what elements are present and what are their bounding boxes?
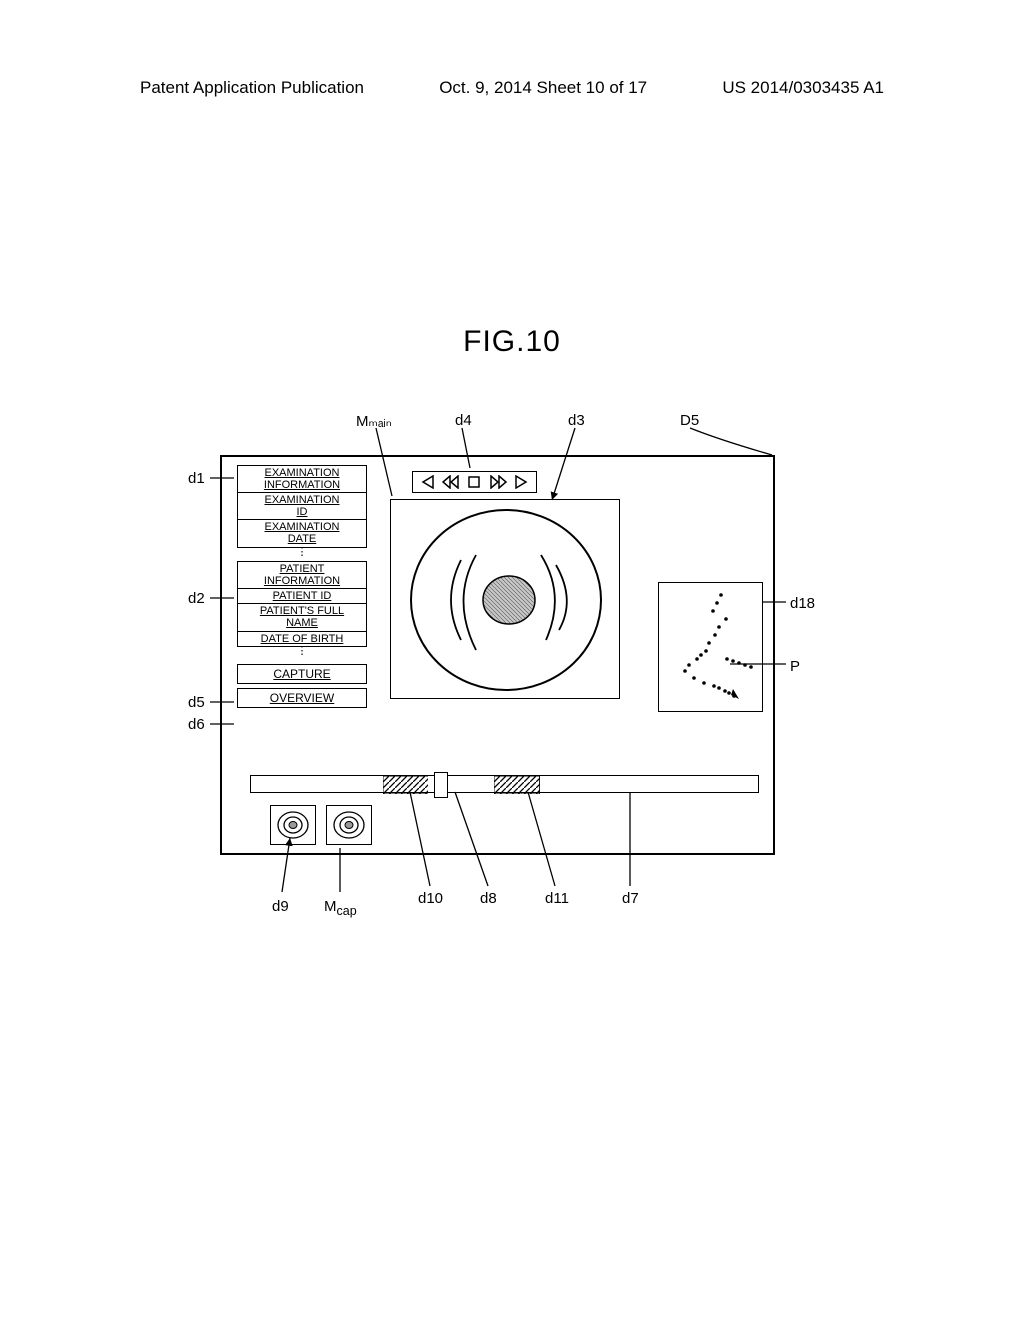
info-column: EXAMINATION INFORMATION EXAMINATION ID E… (237, 465, 367, 708)
patent-header: Patent Application Publication Oct. 9, 2… (0, 78, 1024, 98)
patient-dob-row: DATE OF BIRTH (238, 632, 366, 646)
header-left: Patent Application Publication (140, 78, 364, 98)
timeline-handle[interactable] (434, 772, 448, 798)
label-d3: d3 (568, 412, 585, 429)
thumbnail-2[interactable] (326, 805, 372, 845)
timeline-bar[interactable] (250, 775, 759, 793)
main-image-view (390, 499, 620, 699)
label-d2: d2 (188, 590, 205, 607)
figure-title: FIG.10 (463, 325, 561, 359)
thumb-icon (276, 810, 310, 840)
label-d1: d1 (188, 470, 205, 487)
label-D5: D5 (680, 412, 699, 429)
fast-forward-icon[interactable] (489, 475, 507, 489)
header-mid: Oct. 9, 2014 Sheet 10 of 17 (439, 78, 647, 98)
exam-id-row: EXAMINATION ID (238, 493, 366, 520)
vdots-1: ⋮ (237, 548, 367, 562)
exam-info-header: EXAMINATION INFORMATION (238, 466, 366, 493)
endoscope-image (391, 500, 621, 700)
exam-info-box: EXAMINATION INFORMATION EXAMINATION ID E… (237, 465, 367, 548)
patient-info-header: PATIENT INFORMATION (238, 562, 366, 589)
label-d6: d6 (188, 716, 205, 733)
header-right: US 2014/0303435 A1 (722, 78, 884, 98)
rewind-icon[interactable] (442, 475, 460, 489)
label-d18: d18 (790, 595, 815, 612)
label-P: P (790, 658, 800, 675)
label-d10: d10 (418, 890, 443, 907)
thumbnail-1[interactable] (270, 805, 316, 845)
capture-button[interactable]: CAPTURE (237, 664, 367, 684)
patient-id-row: PATIENT ID (238, 589, 366, 604)
rev-play-icon[interactable] (421, 475, 435, 489)
label-Mcap: Mcap (324, 898, 357, 918)
timeline-region-left (383, 776, 429, 794)
label-d8: d8 (480, 890, 497, 907)
label-Mmain: Mₘₐᵢₙ (356, 412, 392, 430)
playback-controls (412, 471, 537, 493)
label-d5: d5 (188, 694, 205, 711)
stop-icon[interactable] (467, 475, 481, 489)
label-d9: d9 (272, 898, 289, 915)
exam-date-row: EXAMINATION DATE (238, 520, 366, 546)
vdots-2: ⋮ (237, 647, 367, 661)
patient-info-box: PATIENT INFORMATION PATIENT ID PATIENT'S… (237, 561, 367, 647)
patient-name-row: PATIENT'S FULL NAME (238, 604, 366, 631)
play-icon[interactable] (514, 475, 528, 489)
thumbnail-row (270, 805, 372, 845)
ui-window: EXAMINATION INFORMATION EXAMINATION ID E… (220, 455, 775, 855)
label-d7: d7 (622, 890, 639, 907)
trace-panel (658, 582, 763, 712)
label-d11: d11 (545, 890, 569, 907)
overview-button[interactable]: OVERVIEW (237, 688, 367, 708)
label-d4: d4 (455, 412, 472, 429)
trace-plot (659, 583, 764, 713)
thumb-icon (332, 810, 366, 840)
timeline-region-right (494, 776, 540, 794)
